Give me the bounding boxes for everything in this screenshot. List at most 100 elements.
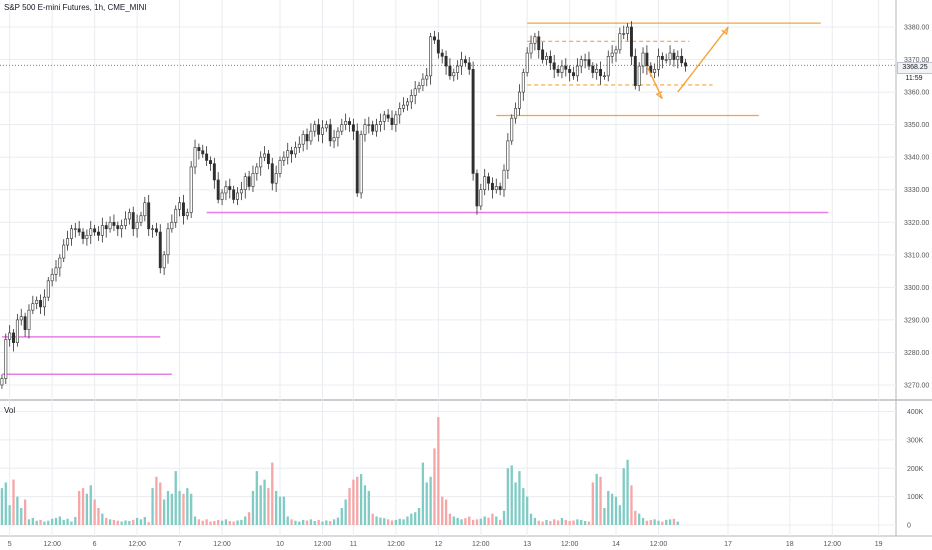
candle-body — [162, 254, 166, 269]
candle-body — [502, 169, 506, 191]
volume-bar — [232, 521, 235, 525]
volume-bar — [116, 520, 119, 525]
candle-body — [610, 52, 614, 57]
volume-bar — [251, 490, 255, 525]
volume-bar — [81, 488, 85, 525]
volume-bar — [271, 462, 274, 525]
candle-body — [456, 65, 460, 73]
candle-body — [42, 296, 46, 308]
volume-bar — [259, 485, 262, 525]
volume-bar — [541, 521, 544, 525]
volume-bar — [533, 517, 537, 525]
volume-bar — [390, 520, 394, 525]
volume-bar — [263, 479, 266, 525]
volume-bar — [460, 519, 463, 525]
candle-body — [382, 114, 386, 122]
candle-body — [266, 153, 270, 164]
candle-body — [475, 173, 479, 207]
volume-bar — [491, 513, 494, 525]
volume-bar — [668, 519, 672, 525]
volume-bar — [475, 519, 479, 525]
candle-body — [375, 124, 379, 132]
candle-body — [193, 147, 197, 168]
candle-body — [97, 231, 100, 236]
candle-body — [151, 228, 155, 230]
candle-body — [421, 78, 425, 86]
volume-bar — [274, 490, 278, 525]
candle-body — [568, 69, 572, 73]
volume-tick-label: 100K — [907, 494, 924, 501]
candle-body — [293, 147, 297, 155]
candle-body — [394, 114, 398, 125]
candle-body — [440, 52, 444, 57]
volume-bar — [290, 519, 293, 525]
candle-body — [336, 130, 340, 138]
candle-body — [212, 163, 216, 181]
price-tick-label: 3290.00 — [904, 317, 929, 324]
candle-body — [572, 72, 575, 77]
volume-bar — [464, 518, 467, 525]
volume-bar — [614, 496, 618, 525]
volume-bar — [603, 507, 606, 525]
candle-body — [525, 52, 529, 73]
candle-body — [290, 150, 294, 155]
volume-bar — [560, 517, 564, 525]
volume-bar — [580, 519, 583, 525]
volume-bar — [286, 516, 289, 525]
volume-bar — [545, 519, 548, 525]
time-tick-label: 7 — [178, 541, 182, 548]
volume-bar — [556, 520, 560, 525]
volume-bar — [433, 448, 436, 525]
volume-bar — [128, 521, 131, 525]
volume-bar — [638, 513, 641, 525]
time-tick-label: 12:00 — [213, 541, 231, 548]
candle-body — [452, 72, 456, 77]
candle-body — [602, 75, 606, 77]
volume-bar — [305, 520, 309, 525]
volume-bar — [244, 516, 247, 525]
volume-bar — [526, 496, 529, 525]
candle-body — [626, 26, 630, 34]
volume-bar — [278, 496, 282, 525]
volume-bar — [309, 519, 313, 525]
candle-body — [529, 42, 533, 54]
candle-body — [622, 33, 626, 35]
candle-body — [579, 59, 583, 67]
candle-body — [15, 319, 19, 343]
volume-bar — [97, 507, 100, 525]
candle-body — [174, 208, 178, 223]
candle-body — [270, 163, 274, 184]
volume-bar — [329, 521, 332, 525]
volume-bar — [50, 518, 54, 525]
price-tick-label: 3340.00 — [904, 155, 929, 162]
volume-bar — [317, 519, 320, 525]
volume-tick-label: 300K — [907, 437, 924, 444]
candle-body — [510, 117, 514, 142]
volume-bar — [495, 516, 498, 525]
candle-body — [371, 124, 375, 132]
volume-bar — [108, 519, 112, 525]
candle-body — [89, 228, 93, 236]
volume-bar — [23, 499, 27, 525]
volume-bar — [190, 493, 193, 525]
volume-bar — [124, 520, 127, 525]
volume-bar — [186, 488, 189, 525]
price-tick-label: 3350.00 — [904, 122, 929, 129]
volume-bar — [371, 513, 374, 525]
candle-body — [112, 221, 116, 226]
candle-body — [278, 160, 282, 174]
volume-bar — [576, 519, 579, 525]
volume-bar — [178, 490, 181, 525]
volume-bar — [452, 516, 455, 525]
candle-body — [490, 182, 494, 191]
candle-body — [39, 300, 43, 308]
candle-body — [351, 124, 355, 132]
volume-bar — [74, 517, 77, 525]
candle-body — [93, 228, 97, 233]
candle-body — [116, 225, 120, 230]
volume-bar — [379, 517, 382, 525]
time-tick-label: 12:00 — [43, 541, 61, 548]
candle-body — [189, 166, 193, 213]
volume-bar — [282, 496, 286, 525]
